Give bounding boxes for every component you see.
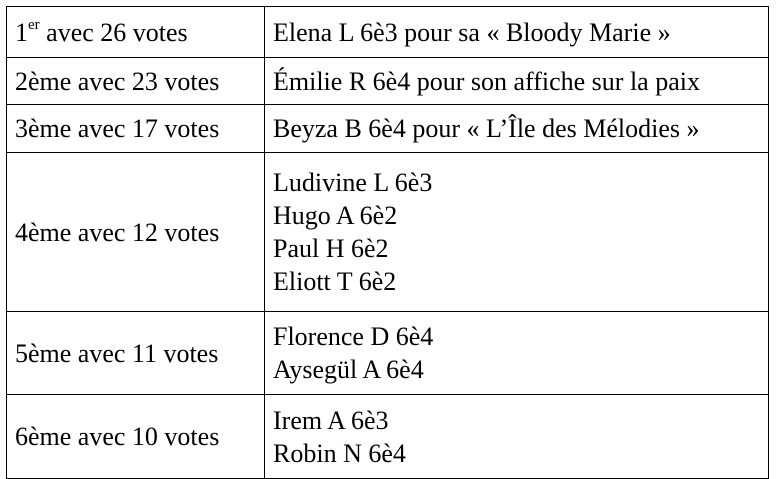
winners-cell: Elena L 6è3 pour sa « Bloody Marie » [264,6,769,58]
winners-cell: Beyza B 6è4 pour « L’Île des Mélodies » [264,104,769,153]
winner-entry: Ludivine L 6è3 [273,168,433,197]
winners-cell: Florence D 6è4 Aysegül A 6è4 [264,311,769,395]
winner-entry: Hugo A 6è2 [273,201,398,230]
rank-cell: 4ème avec 12 votes [6,152,265,312]
rank-cell: 1er avec 26 votes [6,6,265,58]
rank-cell: 5ème avec 11 votes [6,311,265,395]
table-row: 2ème avec 23 votes Émilie R 6è4 pour son… [6,57,769,105]
table-row: 4ème avec 12 votes Ludivine L 6è3 Hugo A… [6,152,769,312]
winner-entry: Elena L 6è3 pour sa « Bloody Marie » [273,17,671,47]
winner-entry: Aysegül A 6è4 [273,355,424,384]
winners-cell: Irem A 6è3 Robin N 6è4 [264,394,769,479]
table-row: 5ème avec 11 votes Florence D 6è4 Aysegü… [6,311,769,395]
winners-cell: Émilie R 6è4 pour son affiche sur la pai… [264,57,769,105]
winner-entry: Irem A 6è3 [273,405,389,435]
rank-votes: avec 26 votes [39,17,188,47]
table-row: 6ème avec 10 votes Irem A 6è3 Robin N 6è… [6,394,769,479]
winner-entry: Florence D 6è4 [273,322,434,351]
results-table: 1er avec 26 votes Elena L 6è3 pour sa « … [6,6,769,479]
winner-entry: Paul H 6è2 [273,234,389,263]
winner-entry: Beyza B 6è4 pour « L’Île des Mélodies » [273,114,700,143]
winners-cell: Ludivine L 6è3 Hugo A 6è2 Paul H 6è2 Eli… [264,152,769,312]
rank-cell: 2ème avec 23 votes [6,57,265,105]
winner-entry: Eliott T 6è2 [273,267,397,296]
winner-entry: Émilie R 6è4 pour son affiche sur la pai… [273,66,700,96]
rank-cell: 6ème avec 10 votes [6,394,265,479]
table-row: 3ème avec 17 votes Beyza B 6è4 pour « L’… [6,104,769,153]
rank-cell: 3ème avec 17 votes [6,104,265,153]
table-row: 1er avec 26 votes Elena L 6è3 pour sa « … [6,6,769,58]
rank-number: 1 [15,17,28,47]
winner-entry: Robin N 6è4 [273,438,406,468]
rank-ordinal-suffix: er [28,16,40,33]
